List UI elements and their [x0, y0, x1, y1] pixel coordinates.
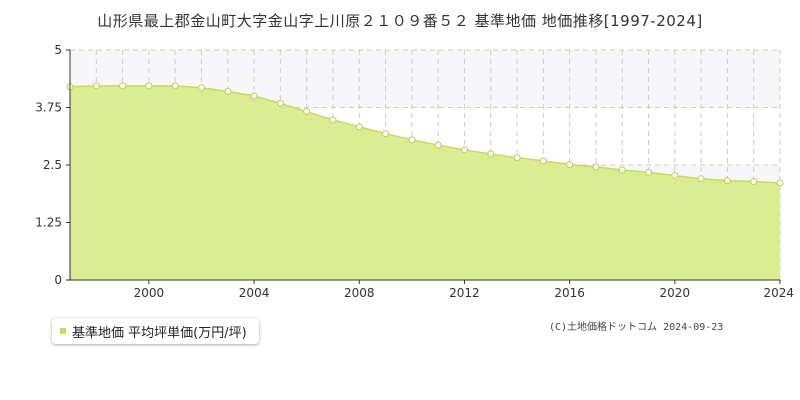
x-tick-label: 2016: [554, 286, 585, 300]
data-point: [592, 163, 600, 171]
y-tick-label: 3.75: [35, 101, 62, 115]
data-point: [566, 161, 574, 169]
copyright-text: (C)土地価格ドットコム 2024-09-23: [549, 322, 724, 333]
series-line: [69, 85, 781, 184]
data-point: [539, 157, 547, 165]
x-tick-label: 2000: [134, 286, 165, 300]
legend: 基準地価 平均坪単価(万円/坪): [52, 318, 259, 344]
data-point: [671, 172, 679, 180]
data-point: [171, 82, 179, 90]
y-tick-label: 2.5: [43, 158, 62, 172]
data-point: [250, 92, 258, 100]
data-point: [355, 123, 363, 131]
x-axis-labels: 2000 2004 2008 2012 2016 2020 2024: [134, 286, 794, 300]
data-point: [119, 82, 127, 90]
data-point: [750, 178, 758, 186]
chart-title: 山形県最上郡金山町大字金山字上川原２１０９番５２ 基準地価 地価推移[1997-…: [97, 12, 703, 30]
y-tick-label: 0: [54, 273, 62, 287]
axes: [66, 49, 781, 284]
data-point: [92, 82, 100, 90]
data-point: [645, 168, 653, 176]
data-point: [408, 136, 416, 144]
x-tick-label: 2004: [239, 286, 270, 300]
y-axis-labels: 0 1.25 2.5 3.75 5: [35, 43, 62, 287]
data-point: [513, 154, 521, 162]
data-point: [276, 99, 284, 107]
legend-swatch: [60, 328, 66, 334]
y-tick-label: 5: [54, 43, 62, 57]
data-point: [460, 146, 468, 154]
y-tick-label: 1.25: [35, 216, 62, 230]
legend-label: 基準地価 平均坪単価(万円/坪): [72, 325, 247, 341]
data-point: [329, 116, 337, 124]
data-point: [197, 84, 205, 92]
data-point: [224, 87, 232, 95]
x-tick-label: 2020: [660, 286, 691, 300]
x-tick-label: 2024: [763, 286, 794, 300]
data-point: [434, 141, 442, 149]
x-tick-label: 2008: [344, 286, 375, 300]
data-point: [145, 82, 153, 90]
series-layer: [66, 82, 784, 280]
data-point: [618, 166, 626, 174]
data-point: [382, 130, 390, 138]
data-point: [303, 108, 311, 116]
data-point: [487, 150, 495, 158]
data-point: [723, 177, 731, 185]
series-area: [70, 85, 780, 280]
x-tick-label: 2012: [449, 286, 480, 300]
data-point: [697, 175, 705, 183]
data-point: [776, 179, 784, 187]
